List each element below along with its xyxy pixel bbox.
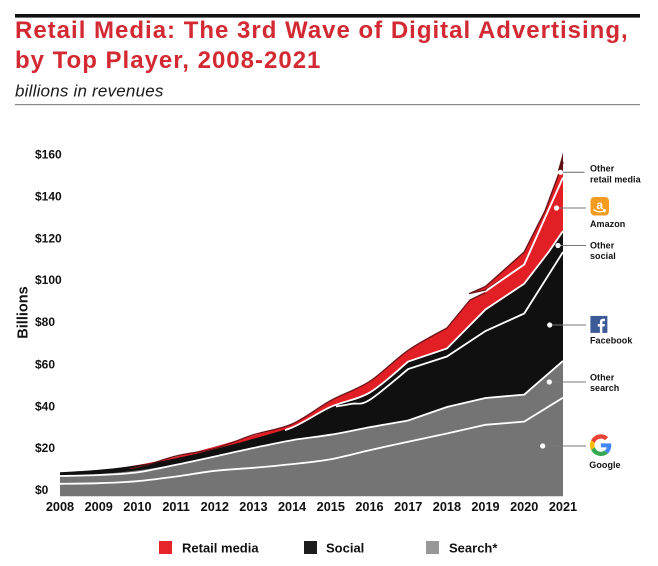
svg-text:a: a (596, 198, 603, 212)
svg-text:2016: 2016 (355, 500, 383, 514)
svg-text:2014: 2014 (278, 500, 306, 514)
svg-text:$0: $0 (35, 483, 49, 497)
svg-text:2017: 2017 (394, 500, 422, 514)
svg-text:2015: 2015 (317, 500, 345, 514)
svg-text:$80: $80 (35, 315, 55, 329)
svg-text:$40: $40 (35, 399, 55, 413)
svg-text:$100: $100 (35, 273, 62, 287)
svg-text:Other: Other (590, 240, 615, 250)
svg-text:search: search (590, 383, 619, 393)
svg-text:2018: 2018 (433, 500, 461, 514)
svg-text:$120: $120 (35, 232, 62, 246)
svg-text:2009: 2009 (85, 500, 113, 514)
svg-text:Amazon: Amazon (590, 219, 625, 229)
svg-text:2020: 2020 (510, 500, 538, 514)
svg-text:2012: 2012 (201, 500, 229, 514)
svg-text:by Top Player, 2008-2021: by Top Player, 2008-2021 (15, 47, 321, 74)
svg-text:Retail media: Retail media (182, 541, 259, 556)
svg-text:2011: 2011 (162, 500, 190, 514)
svg-text:Retail Media: The 3rd Wave of: Retail Media: The 3rd Wave of Digital Ad… (15, 17, 629, 44)
svg-text:Other: Other (590, 164, 615, 174)
svg-text:2013: 2013 (239, 500, 267, 514)
svg-text:$160: $160 (35, 148, 62, 162)
svg-text:Search*: Search* (449, 541, 498, 556)
svg-text:$60: $60 (35, 357, 55, 371)
svg-text:2010: 2010 (123, 500, 151, 514)
svg-text:Other: Other (590, 372, 615, 382)
svg-text:$140: $140 (35, 190, 62, 204)
svg-text:Google: Google (589, 460, 620, 470)
svg-text:Billions: Billions (16, 286, 32, 338)
svg-text:2021: 2021 (549, 500, 577, 514)
svg-text:$20: $20 (35, 441, 55, 455)
svg-text:billions in revenues: billions in revenues (15, 82, 164, 101)
svg-text:Social: Social (326, 541, 364, 556)
svg-text:2008: 2008 (46, 500, 74, 514)
svg-text:retail media: retail media (590, 174, 642, 184)
svg-text:social: social (590, 251, 616, 261)
svg-text:2019: 2019 (471, 500, 499, 514)
svg-text:Facebook: Facebook (590, 336, 633, 346)
